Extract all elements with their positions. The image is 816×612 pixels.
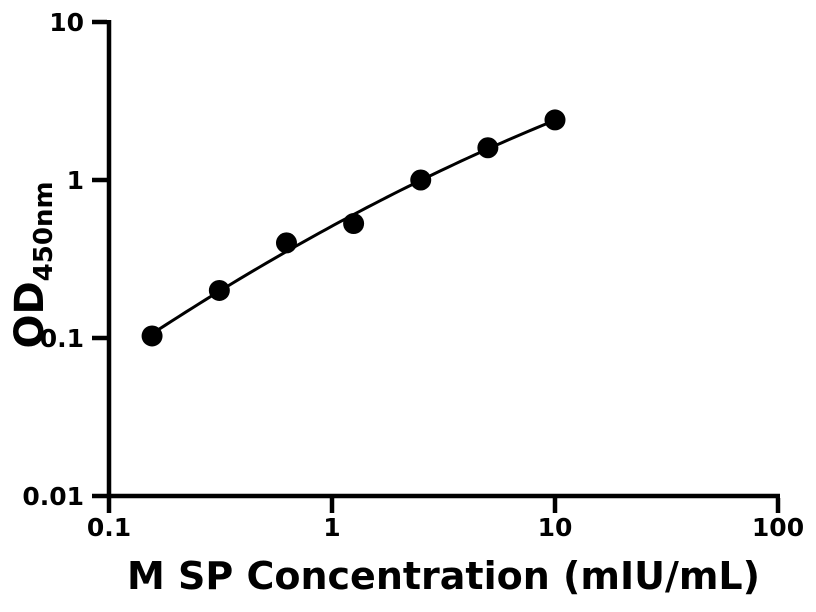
y-axis-title: OD450nm (7, 181, 59, 349)
x-axis-title: M SP Concentration (mIU/mL) (126, 554, 761, 598)
x-tick-label: 0.1 (87, 513, 131, 542)
data-point (410, 169, 432, 191)
data-point (141, 325, 163, 347)
data-point (544, 109, 566, 131)
y-axis-title-main: OD (7, 281, 53, 349)
data-point (477, 137, 499, 159)
y-axis-title-subscript: 450nm (29, 181, 59, 282)
data-point (208, 279, 230, 301)
data-point (275, 232, 297, 254)
data-point (343, 213, 365, 235)
y-tick-label: 10 (49, 8, 84, 37)
x-tick-label: 100 (752, 513, 804, 542)
y-tick-label: 0.1 (40, 324, 84, 353)
y-tick-label: 0.01 (22, 482, 84, 511)
x-tick-label: 10 (538, 513, 573, 542)
x-tick-label: 1 (323, 513, 340, 542)
y-tick-label: 1 (67, 166, 84, 195)
